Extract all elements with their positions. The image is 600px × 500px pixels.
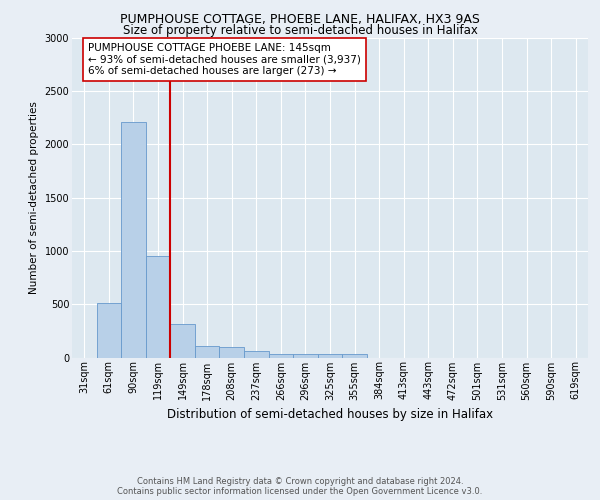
Bar [121, 122, 146, 358]
Y-axis label: Number of semi-detached properties: Number of semi-detached properties [29, 101, 39, 294]
Bar [146, 256, 170, 358]
Bar [220, 347, 244, 358]
Text: Size of property relative to semi-detached houses in Halifax: Size of property relative to semi-detach… [122, 24, 478, 37]
Bar [97, 303, 121, 358]
Bar [170, 324, 195, 358]
X-axis label: Distribution of semi-detached houses by size in Halifax: Distribution of semi-detached houses by … [167, 408, 493, 421]
Text: PUMPHOUSE COTTAGE PHOEBE LANE: 145sqm
← 93% of semi-detached houses are smaller : PUMPHOUSE COTTAGE PHOEBE LANE: 145sqm ← … [88, 43, 361, 76]
Bar [195, 346, 220, 358]
Bar [244, 351, 269, 358]
Bar [293, 354, 318, 358]
Text: Contains HM Land Registry data © Crown copyright and database right 2024.
Contai: Contains HM Land Registry data © Crown c… [118, 476, 482, 496]
Text: PUMPHOUSE COTTAGE, PHOEBE LANE, HALIFAX, HX3 9AS: PUMPHOUSE COTTAGE, PHOEBE LANE, HALIFAX,… [120, 12, 480, 26]
Bar [269, 354, 293, 358]
Bar [318, 354, 342, 358]
Bar [342, 354, 367, 358]
